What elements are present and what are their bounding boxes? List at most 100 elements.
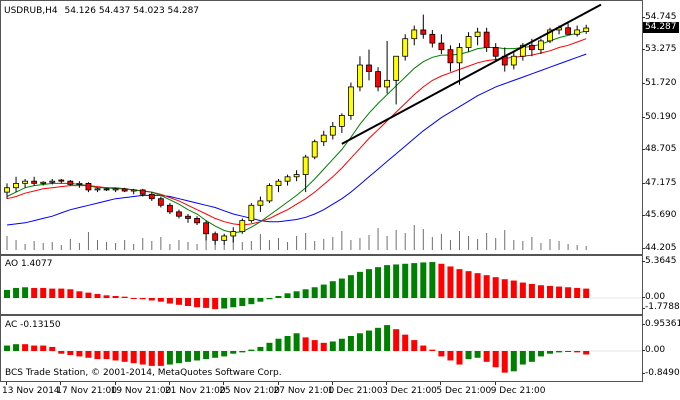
ac-bar [4, 345, 10, 351]
ac-title: AC -0.13150 [5, 320, 61, 330]
ac-bar [574, 351, 581, 353]
bullish-candle [384, 79, 391, 88]
ao-bar [212, 298, 219, 310]
ac-bar [329, 341, 336, 351]
bearish-candle [529, 44, 535, 51]
bullish-candle [221, 235, 228, 241]
copyright-text: BCS Trade Station, © 2001-2014, MetaQuot… [5, 368, 282, 378]
ao-indicator-panel[interactable]: AO 1.4077 [0, 255, 643, 315]
ac-bar [121, 351, 128, 362]
ac-histogram-canvas[interactable] [1, 316, 642, 381]
ao-bar [112, 295, 119, 298]
bearish-candle [447, 49, 454, 64]
ao-bar [13, 287, 20, 298]
ac-bar [402, 334, 409, 351]
bullish-candle [40, 181, 47, 184]
bearish-candle [420, 29, 427, 35]
price-axis-label: 54.745 [645, 12, 677, 22]
time-axis-label: 25 Nov 21:00 [219, 386, 280, 396]
ac-bar [465, 351, 472, 360]
price-axis-label: 50.190 [645, 111, 677, 122]
ao-axis-zero: 0.00 [645, 292, 666, 302]
bearish-candle [103, 188, 110, 191]
time-axis-label: 5 Dec 21:00 [436, 386, 492, 396]
ao-bar [393, 264, 400, 298]
time-axis-tick [277, 382, 279, 385]
ao-bar [528, 283, 535, 298]
time-axis-tick [60, 382, 62, 385]
ac-bar [22, 344, 29, 351]
ac-bar [203, 351, 210, 360]
time-axis-label: 9 Dec 21:00 [490, 386, 546, 396]
ao-bar [239, 298, 246, 307]
ac-bar [556, 351, 563, 353]
trendline [341, 3, 602, 145]
bullish-candle [49, 180, 56, 183]
ao-bar [121, 296, 128, 298]
bullish-candle [329, 125, 336, 136]
bearish-candle [375, 71, 381, 88]
bearish-candle [212, 233, 219, 241]
slow-moving-average-line [6, 53, 587, 226]
ao-bar [447, 266, 454, 298]
ac-bar [537, 351, 544, 357]
bullish-candle [284, 176, 291, 182]
ac-bar [583, 351, 590, 355]
time-axis-tick [168, 382, 170, 385]
ac-bar [547, 351, 553, 354]
price-axis-label: 45.690 [645, 210, 677, 221]
fast-moving-average-line [6, 30, 587, 234]
ac-bar [375, 327, 382, 351]
time-axis-label: 3 Dec 21:00 [382, 386, 437, 396]
bullish-candle [257, 200, 264, 206]
bullish-candle [519, 44, 526, 57]
ac-bar [85, 351, 92, 358]
ao-bar [537, 285, 544, 298]
bearish-candle [85, 182, 92, 191]
ac-bar [366, 330, 372, 351]
symbol-timeframe: USDRUB,H4 [4, 6, 58, 16]
price-axis-tick [642, 215, 645, 217]
ac-bar [58, 351, 65, 354]
ac-bar [320, 342, 327, 351]
ac-bar [311, 340, 318, 351]
bearish-candle [483, 31, 490, 48]
bearish-candle [185, 215, 191, 219]
time-axis[interactable]: 13 Nov 2014 17 Nov 21:00 19 Nov 21:00 21 No… [0, 382, 642, 400]
ao-bar [329, 281, 336, 298]
main-chart-panel[interactable]: USDRUB,H4 54.126 54.437 54.023 54.287 [0, 0, 643, 255]
price-axis[interactable]: 54.745 53.275 51.720 50.190 48.705 47.175 45.6… [642, 0, 680, 255]
ac-bar [76, 351, 83, 357]
price-axis-tick [642, 49, 645, 51]
time-axis-tick [440, 382, 442, 385]
bullish-candle [393, 55, 400, 81]
ao-bar [302, 289, 309, 298]
bullish-candle [293, 174, 300, 178]
time-axis-tick [114, 382, 116, 385]
ao-bar [230, 298, 237, 308]
ac-bar [139, 351, 146, 365]
ac-indicator-panel[interactable]: AC -0.13150 BCS Trade Station, © 2001-20… [0, 315, 643, 382]
time-axis-tick [386, 382, 388, 385]
ao-bar [166, 298, 173, 304]
ao-bar [103, 295, 110, 298]
ac-bar [166, 351, 173, 365]
ac-bar [13, 344, 20, 351]
ac-axis-min: -0.84902 [645, 368, 680, 378]
ac-bar [175, 351, 182, 364]
ao-bar [22, 287, 29, 298]
ac-bar [230, 351, 237, 354]
ac-bar [31, 345, 38, 351]
main-chart-canvas[interactable] [1, 1, 642, 254]
ao-bar [4, 289, 10, 298]
ac-bar [429, 349, 436, 351]
bullish-candle [357, 64, 363, 88]
bearish-candle [438, 42, 445, 51]
ac-bar [302, 337, 309, 351]
ao-histogram-canvas[interactable] [1, 256, 642, 314]
bearish-candle [148, 193, 155, 200]
ao-bar [148, 298, 155, 301]
ac-bar [420, 345, 427, 351]
bullish-candle [4, 187, 10, 193]
